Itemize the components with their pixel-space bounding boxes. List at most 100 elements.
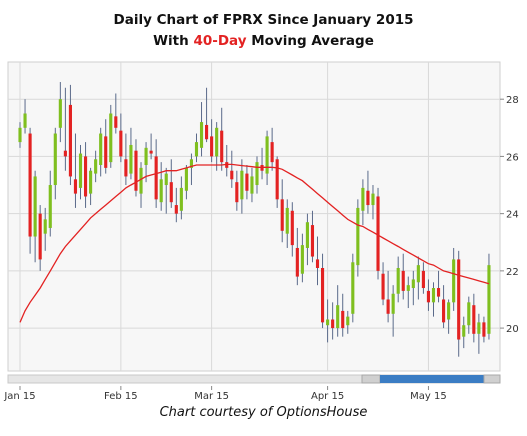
candle-up <box>255 162 259 186</box>
candle-up <box>184 167 188 191</box>
candle-up <box>89 170 93 194</box>
candle-up <box>346 316 350 326</box>
candle-down <box>482 322 486 337</box>
candle-down <box>245 173 249 191</box>
candle-down <box>376 196 380 271</box>
candle-up <box>189 159 194 168</box>
candle-up <box>144 147 148 165</box>
candle-down <box>331 319 335 329</box>
candle-down <box>68 104 72 177</box>
candle-up <box>452 259 456 303</box>
candle-up <box>58 99 62 128</box>
chart-caption: Chart courtesy of OptionsHouse <box>159 405 368 420</box>
y-tick-label: 22 <box>506 267 519 278</box>
y-tick-label: 28 <box>506 95 519 106</box>
scrollbar-left-handle[interactable] <box>361 374 381 384</box>
moving-average-line <box>19 163 490 323</box>
x-tick-label: Mar 15 <box>194 391 229 402</box>
chart-subtitle: With 40-Day Moving Average <box>0 33 527 49</box>
candle-down <box>386 299 390 314</box>
candle-up <box>300 245 304 274</box>
candle-up <box>33 176 37 237</box>
candle-up <box>18 127 22 143</box>
candle-down <box>205 124 209 140</box>
plot-area <box>7 61 501 372</box>
candle-down <box>401 270 405 291</box>
candle-up <box>487 265 491 334</box>
candle-down <box>442 299 446 323</box>
candle-up <box>391 293 395 314</box>
candle-up <box>23 113 27 128</box>
candle-down <box>381 273 385 300</box>
candle-down <box>38 213 42 260</box>
y-tick-label: 24 <box>506 210 519 221</box>
candle-up <box>99 133 103 165</box>
candle-up <box>371 193 375 206</box>
candles <box>18 82 491 357</box>
candle-down <box>220 130 224 163</box>
candle-down <box>63 150 67 157</box>
candle-up <box>411 279 415 289</box>
candle-up <box>265 136 269 174</box>
candle-down <box>169 182 173 203</box>
candle-down <box>290 210 294 246</box>
candle-up <box>159 179 163 203</box>
candle-down <box>174 205 178 214</box>
candle-up <box>78 153 83 188</box>
candle-up <box>129 144 133 174</box>
candle-up <box>467 302 471 326</box>
candle-down <box>457 259 461 340</box>
candle-down <box>73 179 78 194</box>
candle-up <box>109 113 113 163</box>
candle-up <box>179 187 183 211</box>
subtitle-highlight: 40-Day <box>193 33 247 49</box>
candle-up <box>53 133 57 186</box>
candle-up <box>431 288 436 303</box>
y-tick-label: 20 <box>506 324 519 335</box>
candle-up <box>356 207 360 266</box>
candle-down <box>472 305 476 334</box>
candle-down <box>366 190 370 206</box>
candle-up <box>215 127 219 157</box>
x-axis: Jan 15 Feb 15 Mar 15 Apr 15 May 15 <box>3 386 447 402</box>
chart-navigator[interactable] <box>7 374 501 384</box>
candle-up <box>43 219 47 234</box>
subtitle-suffix: Moving Average <box>246 33 374 49</box>
candle-up <box>48 185 52 228</box>
candle-down <box>436 288 441 297</box>
x-tick-label: Jan 15 <box>3 391 35 402</box>
candle-up <box>462 325 466 337</box>
candle-up <box>351 262 355 314</box>
candle-up <box>447 302 451 320</box>
candle-up <box>94 159 98 174</box>
candle-up <box>240 170 244 200</box>
candle-up <box>406 285 410 291</box>
candle-down <box>310 225 315 257</box>
candle-down <box>134 150 138 191</box>
candle-down <box>119 130 123 157</box>
candle-down <box>320 268 325 323</box>
candle-up <box>396 268 400 294</box>
candle-up <box>285 207 289 234</box>
candle-up <box>477 322 481 334</box>
candle-down <box>104 136 108 168</box>
candle-down <box>315 259 320 268</box>
scrollbar-right-handle[interactable] <box>483 374 501 384</box>
scrollbar-thumb[interactable] <box>380 375 484 383</box>
candle-up <box>305 222 309 248</box>
candle-down <box>230 170 234 180</box>
candle-up <box>194 142 199 157</box>
candle-down <box>235 182 239 203</box>
candle-down <box>210 136 214 157</box>
candle-up <box>336 305 340 329</box>
candle-down <box>114 116 118 128</box>
x-tick-label: Apr 15 <box>311 391 344 402</box>
chart-title: Daily Chart of FPRX Since January 2015 <box>113 12 414 28</box>
candle-down <box>280 199 284 231</box>
candle-up <box>326 319 330 326</box>
candle-up <box>139 167 143 194</box>
candle-down <box>154 156 158 200</box>
candle-down <box>270 142 274 163</box>
candle-down <box>421 270 425 289</box>
